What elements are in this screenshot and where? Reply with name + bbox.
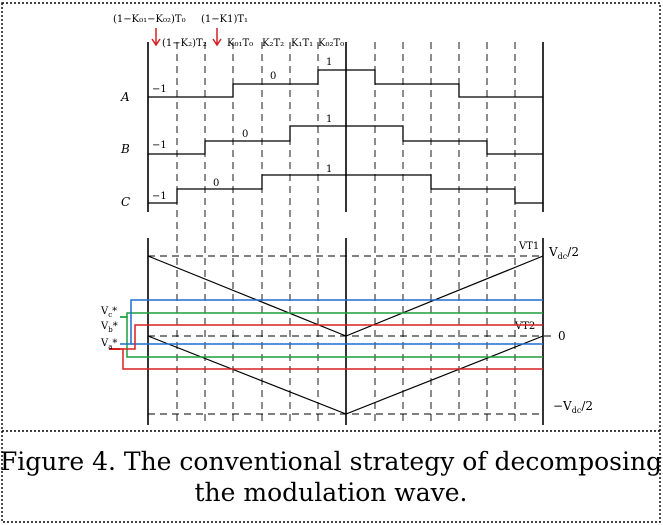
ref-label-vb: Vb* [100, 321, 118, 334]
level-label-zero: 0 [558, 329, 566, 343]
ref-label-va: Va* [100, 338, 117, 351]
header-interval-k01-k02: (1−K₀₁−K₀₂)T₀ [113, 14, 186, 25]
phase-c-level-neg: −1 [152, 191, 167, 202]
va-upper-wave [120, 324, 543, 350]
phase-b-waveform [148, 125, 543, 155]
header-interval-k1: (1−K1)T₁ [201, 14, 248, 25]
header-seq-k01t0: K₀₁T₀ [227, 38, 253, 49]
arrow-down-icon [151, 28, 161, 47]
phase-label-a: A [120, 90, 130, 104]
carrier-lower [147, 335, 544, 415]
phase-c-level-zero: 0 [213, 178, 219, 189]
vb-lower-wave [120, 316, 543, 358]
phase-label-c: C [121, 195, 130, 209]
phase-a-level-neg: −1 [152, 84, 167, 95]
carrier-upper [147, 255, 544, 337]
phase-a-waveform [148, 69, 543, 98]
level-label-neg-vdc-half: −Vdc/2 [553, 399, 593, 415]
phase-b-level-neg: −1 [152, 140, 167, 151]
caption-line-1: Figure 4. The conventional strategy of d… [0, 447, 662, 476]
axes [147, 42, 544, 425]
phase-c-waveform [148, 174, 543, 204]
phase-a-level-pos: 1 [326, 57, 332, 68]
arrow-down-icon [212, 28, 222, 47]
carrier-label-vt2: VT2 [514, 321, 535, 332]
modulation-waves [120, 299, 543, 370]
vb-upper-wave [120, 312, 543, 318]
phase-label-b: B [120, 142, 130, 156]
phase-a-level-zero: 0 [270, 71, 276, 82]
header-seq-k02t0: K₀₂T₀ [318, 38, 344, 49]
phase-b-level-pos: 1 [326, 114, 332, 125]
ref-label-vc: Vc* [100, 306, 117, 319]
phase-c-level-pos: 1 [326, 164, 332, 175]
carrier-levels [148, 255, 555, 415]
header-interval-k2: (1−K₂)T₂ [162, 38, 207, 49]
phase-b-level-zero: 0 [242, 129, 248, 140]
va-lower-wave [120, 348, 543, 370]
vc-upper-wave [120, 299, 543, 345]
level-label-vdc-half: Vdc/2 [548, 245, 579, 261]
carrier-label-vt1: VT1 [518, 241, 539, 252]
header-seq-k2t2: K₂T₂ [262, 38, 284, 49]
header-seq-k1t1: K₁T₁ [291, 38, 313, 49]
caption-line-2: the modulation wave. [195, 478, 468, 507]
time-dividers [176, 42, 516, 425]
